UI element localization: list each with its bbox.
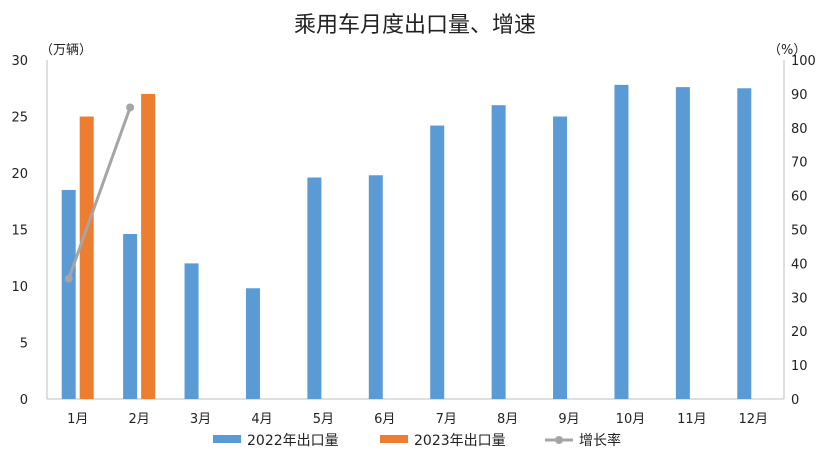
bar-2023年出口量 [141, 93, 156, 400]
bar-2022年出口量 [245, 288, 260, 399]
point-增长率 [64, 274, 73, 283]
x-axis-tick-label: 4月 [251, 412, 272, 427]
left-axis-tick-label: 0 [20, 393, 28, 408]
x-axis-tick-label: 8月 [497, 412, 518, 427]
growth-line [64, 103, 135, 283]
left-axis-tick-label: 5 [20, 337, 28, 352]
right-axis-tick-label: 40 [791, 257, 808, 272]
bar-2022年出口量 [368, 175, 383, 399]
right-axis-tick-label: 50 [791, 224, 808, 239]
left-axis-tick-label: 10 [11, 280, 28, 295]
bar-2022年出口量 [675, 87, 690, 400]
x-axis-tick-label: 9月 [558, 412, 579, 427]
chart-title: 乘用车月度出口量、增速 [294, 13, 536, 38]
right-axis-tick-label: 20 [791, 325, 808, 340]
axes: 0 5 10 15 20 25 30 0 10 20 30 40 50 60 70 80 90 100 1月 2月 3月… [11, 54, 815, 427]
x-axis-tick-label: 7月 [436, 412, 457, 427]
right-axis-tick-label: 90 [791, 88, 808, 103]
right-axis-tick-label: 100 [791, 54, 816, 69]
x-axis-tick-label: 5月 [313, 412, 334, 427]
left-axis-tick-label: 30 [11, 54, 28, 69]
bar-2022年出口量 [553, 116, 568, 399]
point-增长率 [126, 103, 135, 112]
left-axis-tick-label: 15 [11, 224, 28, 239]
right-axis-unit: （%） [768, 43, 806, 58]
legend-swatch-2023年出口量 [380, 435, 408, 443]
legend-label: 2022年出口量 [247, 433, 339, 449]
x-axis-tick-label: 6月 [374, 412, 395, 427]
x-axis-tick-label: 12月 [739, 412, 769, 427]
bar-2022年出口量 [430, 125, 445, 399]
bar-2023年出口量 [79, 116, 94, 399]
x-axis-tick-label: 11月 [677, 412, 707, 427]
legend: 2022年出口量 2023年出口量 增长率 [213, 432, 621, 449]
bar-2022年出口量 [184, 263, 199, 399]
bar-2022年出口量 [307, 177, 322, 399]
legend-swatch-2022年出口量 [213, 435, 241, 443]
left-axis-tick-label: 20 [11, 167, 28, 182]
x-axis-tick-label: 2月 [128, 412, 149, 427]
x-axis-tick-label: 10月 [616, 412, 646, 427]
right-axis-tick-label: 10 [791, 359, 808, 374]
x-axis-tick-label: 1月 [67, 412, 88, 427]
bar-2022年出口量 [123, 234, 138, 399]
legend-marker-增长率 [555, 436, 563, 444]
legend-label: 增长率 [579, 432, 621, 449]
bar-2022年出口量 [491, 105, 506, 399]
bars [61, 84, 752, 400]
bar-2022年出口量 [614, 84, 629, 400]
left-axis-tick-label: 25 [11, 111, 28, 126]
legend-label: 2023年出口量 [414, 433, 506, 449]
line-增长率 [67, 106, 132, 280]
right-axis-tick-label: 70 [791, 156, 808, 171]
x-axis-tick-label: 3月 [190, 412, 211, 427]
bar-2022年出口量 [737, 88, 752, 399]
right-axis-tick-label: 30 [791, 291, 808, 306]
left-axis-unit: （万辆） [40, 43, 92, 58]
bar-2022年出口量 [61, 189, 76, 399]
right-axis-tick-label: 80 [791, 122, 808, 137]
right-axis-tick-label: 60 [791, 190, 808, 205]
right-axis-tick-label: 0 [791, 393, 799, 408]
